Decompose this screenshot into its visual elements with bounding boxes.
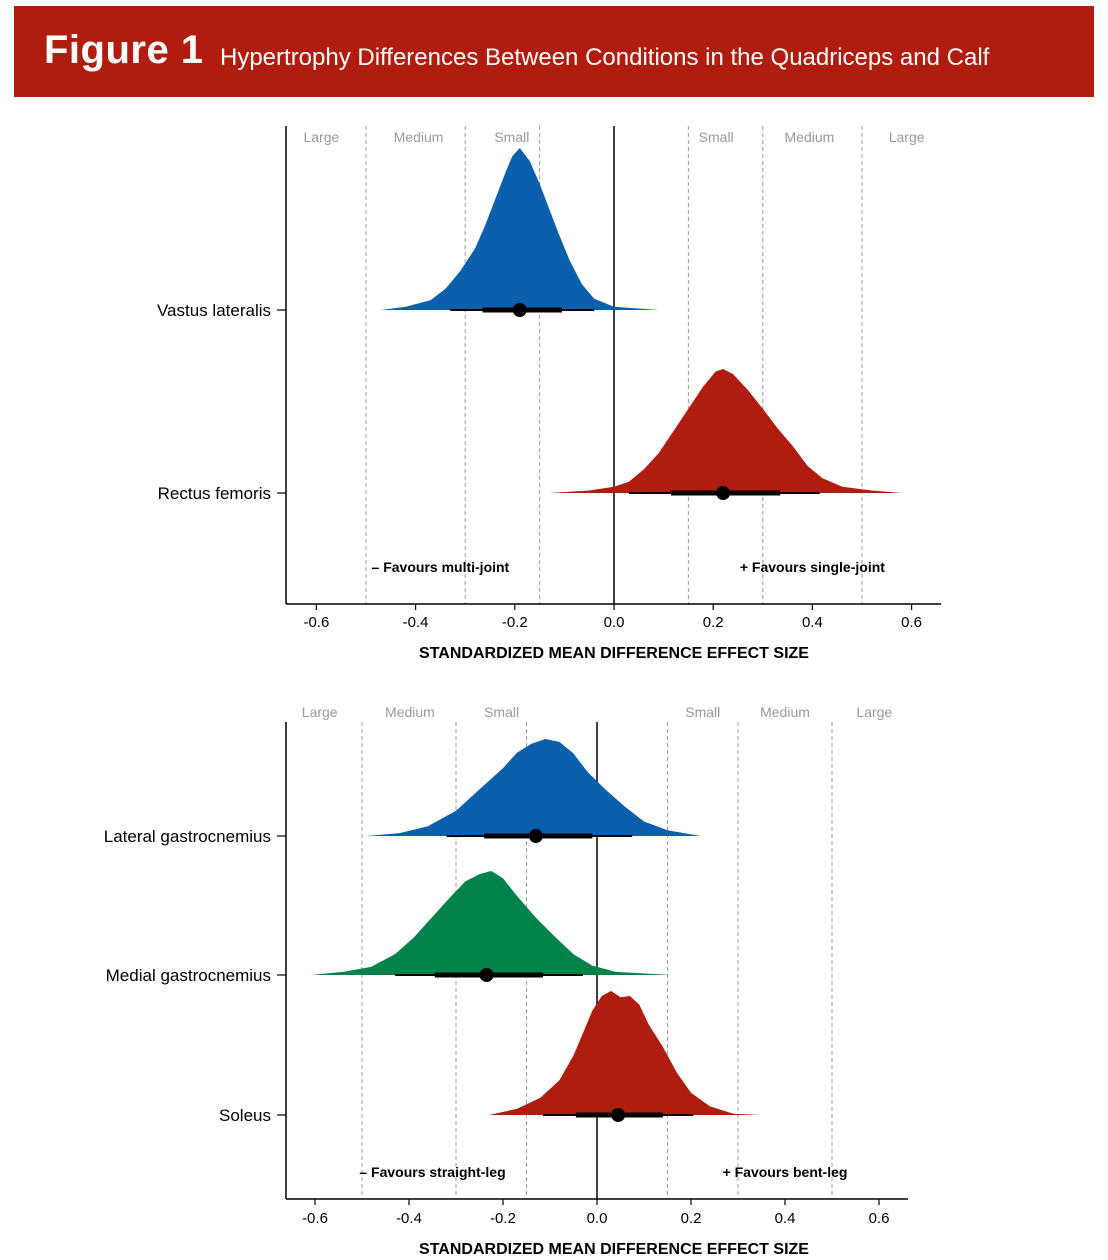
x-tick-label: 0.4 (775, 1210, 796, 1227)
y-tick-label: Lateral gastrocnemius (104, 827, 271, 846)
x-tick-label: -0.4 (396, 1210, 422, 1227)
y-tick-label: Medial gastrocnemius (106, 966, 271, 985)
annotation-left: – Favours straight-leg (359, 1164, 505, 1180)
zone-label: Large (856, 704, 892, 720)
point-estimate (528, 829, 543, 843)
x-tick-label: -0.6 (302, 1210, 328, 1227)
figure-label: Figure 1 (44, 28, 204, 72)
zone-label: Large (889, 129, 925, 145)
y-tick-label: Vastus lateralis (157, 301, 271, 320)
x-tick-label: 0.6 (869, 1210, 890, 1227)
density-medial-gastrocnemius (310, 871, 673, 975)
annotation-right: + Favours single-joint (740, 559, 885, 575)
point-estimate (479, 968, 494, 982)
figure-banner: Figure 1 Hypertrophy Differences Between… (14, 6, 1094, 97)
x-tick-label: 0.0 (604, 614, 625, 631)
zone-label: Small (685, 704, 720, 720)
zone-label: Small (484, 704, 519, 720)
x-tick-label: 0.2 (703, 614, 724, 631)
y-tick-label: Soleus (219, 1106, 271, 1125)
zone-label: Small (494, 129, 529, 145)
x-tick-label: 0.6 (901, 614, 922, 631)
point-estimate (716, 486, 731, 500)
zone-label: Small (699, 129, 734, 145)
zone-label: Large (302, 704, 338, 720)
x-tick-label: -0.6 (303, 614, 329, 631)
chart-2 (277, 722, 908, 1205)
figure-title: Hypertrophy Differences Between Conditio… (220, 44, 990, 71)
x-tick-label: 0.0 (587, 1210, 608, 1227)
point-estimate (611, 1108, 626, 1122)
x-tick-label: -0.2 (502, 614, 528, 631)
density-rectus-femoris (549, 369, 902, 493)
x-axis-label: STANDARDIZED MEAN DIFFERENCE EFFECT SIZE (419, 1241, 809, 1258)
zone-label: Medium (760, 704, 810, 720)
chart-1 (277, 126, 941, 610)
x-tick-label: 0.2 (681, 1210, 702, 1227)
density-soleus (488, 991, 762, 1115)
annotation-left: – Favours multi-joint (372, 559, 510, 575)
x-tick-label: -0.2 (490, 1210, 516, 1227)
zone-label: Medium (394, 129, 444, 145)
density-vastus-lateralis (380, 148, 659, 310)
annotation-right: + Favours bent-leg (723, 1164, 848, 1180)
density-lateral-gastrocnemius (366, 739, 701, 836)
x-tick-label: 0.4 (802, 614, 823, 631)
zone-label: Medium (385, 704, 435, 720)
x-axis-label: STANDARDIZED MEAN DIFFERENCE EFFECT SIZE (419, 645, 809, 662)
zone-label: Large (303, 129, 339, 145)
x-tick-label: -0.4 (403, 614, 429, 631)
point-estimate (512, 303, 527, 317)
y-tick-label: Rectus femoris (158, 484, 271, 503)
zone-label: Medium (785, 129, 835, 145)
